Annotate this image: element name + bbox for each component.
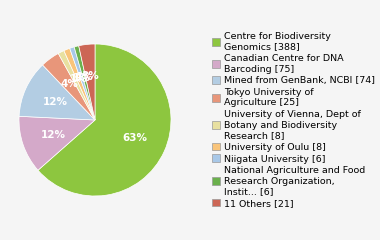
Wedge shape: [19, 65, 95, 120]
Text: 1%: 1%: [70, 74, 87, 84]
Text: 63%: 63%: [123, 133, 148, 143]
Wedge shape: [64, 48, 95, 120]
Text: 4%: 4%: [60, 79, 78, 90]
Wedge shape: [38, 44, 171, 196]
Wedge shape: [19, 116, 95, 170]
Legend: Centre for Biodiversity
Genomics [388], Canadian Centre for DNA
Barcoding [75], : Centre for Biodiversity Genomics [388], …: [210, 30, 377, 210]
Wedge shape: [58, 51, 95, 120]
Wedge shape: [79, 44, 95, 120]
Wedge shape: [43, 54, 95, 120]
Text: 12%: 12%: [43, 97, 67, 107]
Text: 3%: 3%: [81, 71, 99, 81]
Wedge shape: [74, 46, 95, 120]
Text: 12%: 12%: [41, 130, 66, 140]
Text: 1%: 1%: [75, 72, 93, 82]
Wedge shape: [70, 47, 95, 120]
Text: 1%: 1%: [73, 73, 90, 83]
